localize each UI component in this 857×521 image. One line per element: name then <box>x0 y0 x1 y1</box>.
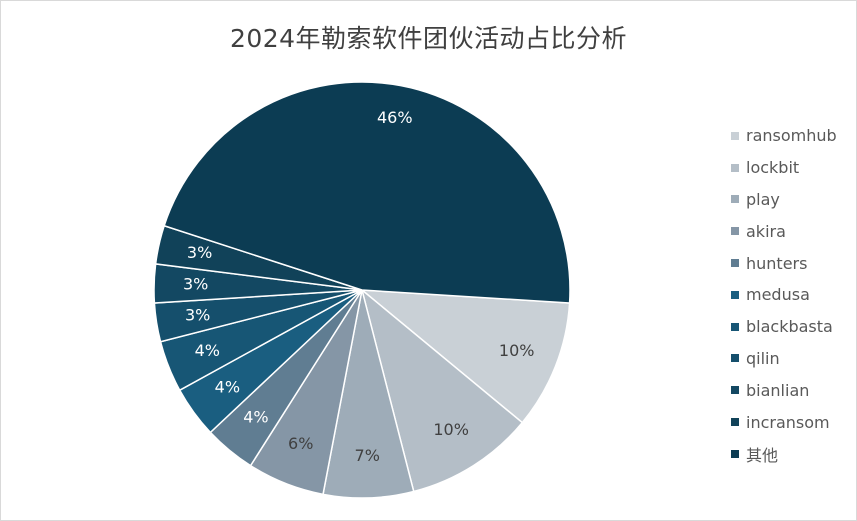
legend-label: blackbasta <box>746 317 833 337</box>
data-label: 7% <box>355 446 380 465</box>
legend-item: hunters <box>731 247 837 279</box>
legend-label: play <box>746 189 780 209</box>
legend-item: play <box>731 184 837 216</box>
legend-swatch <box>731 259 739 268</box>
legend-label: incransom <box>746 412 830 432</box>
legend-item: incransom <box>731 406 837 438</box>
legend-item: blackbasta <box>731 311 837 343</box>
legend-item: akira <box>731 215 837 247</box>
legend-item: bianlian <box>731 374 837 406</box>
legend-swatch <box>731 195 739 204</box>
data-label: 46% <box>377 108 413 127</box>
legend-label: ransomhub <box>746 126 837 146</box>
legend-swatch <box>731 163 739 172</box>
data-label: 10% <box>499 341 535 360</box>
pie-slice-lockbit <box>360 287 524 493</box>
pie-slice-- <box>163 81 571 304</box>
legend-label: bianlian <box>746 380 810 400</box>
legend-swatch <box>731 386 739 395</box>
data-label: 4% <box>215 377 240 396</box>
legend-swatch <box>731 131 739 140</box>
legend-label: qilin <box>746 348 780 368</box>
legend-swatch <box>731 290 739 299</box>
legend-label: hunters <box>746 253 808 273</box>
legend-swatch <box>731 449 739 458</box>
legend-item: lockbit <box>731 152 837 184</box>
data-label: 3% <box>187 243 212 262</box>
data-label: 3% <box>185 306 210 325</box>
data-label: 10% <box>433 420 469 439</box>
legend-label: lockbit <box>746 158 800 178</box>
legend: ransomhub lockbit play akira hunters medusa bl… <box>731 120 837 470</box>
legend-swatch <box>731 322 739 331</box>
legend-item: medusa <box>731 279 837 311</box>
legend-label: akira <box>746 221 786 241</box>
data-label: 4% <box>243 408 268 427</box>
data-label: 6% <box>288 434 313 453</box>
data-label: 4% <box>195 341 220 360</box>
legend-item: 其他 <box>731 438 837 470</box>
legend-swatch <box>731 418 739 427</box>
legend-swatch <box>731 227 739 236</box>
legend-swatch <box>731 354 739 363</box>
legend-item: qilin <box>731 343 837 375</box>
legend-label: 其他 <box>746 445 779 465</box>
chart-title: 2024年勒索软件团伙活动占比分析 <box>229 24 628 53</box>
data-label: 3% <box>183 274 208 293</box>
pie-slice-ransomhub <box>359 289 571 424</box>
legend-item: ransomhub <box>731 120 837 152</box>
legend-label: medusa <box>746 285 810 305</box>
